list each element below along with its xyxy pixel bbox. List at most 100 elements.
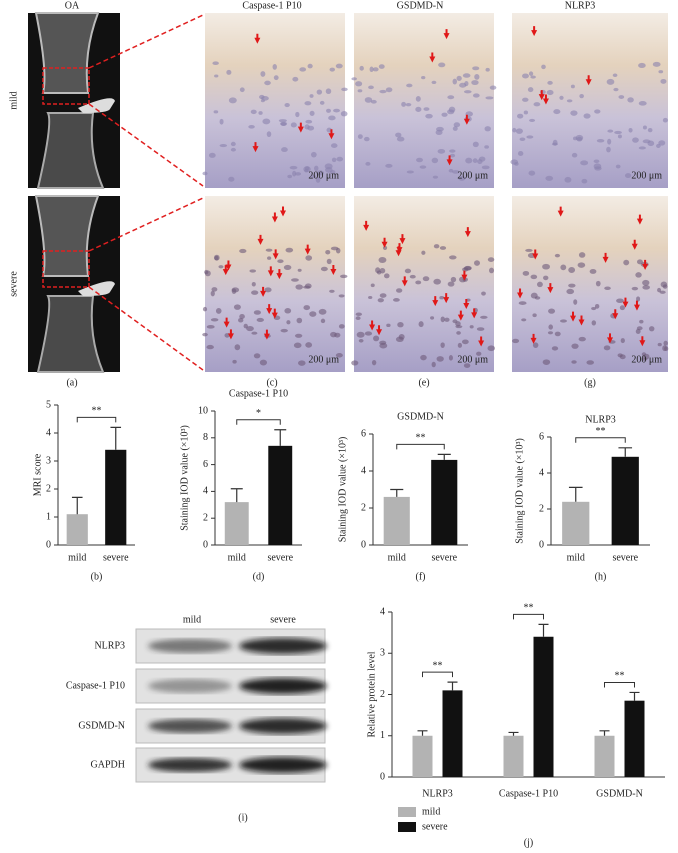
error-bar	[508, 731, 519, 736]
bar	[442, 690, 463, 777]
cell	[318, 308, 327, 315]
arrow	[399, 234, 406, 245]
cell	[284, 308, 292, 314]
cell	[211, 287, 218, 292]
cell	[572, 136, 578, 141]
cell	[369, 66, 374, 73]
scale-bar-label: 200 μm	[631, 354, 662, 365]
cell	[639, 319, 644, 324]
cell	[260, 99, 265, 103]
cell	[375, 267, 381, 274]
y-tick-label: 0	[539, 539, 544, 550]
y-tick-label: 0	[46, 539, 51, 550]
y-tick-label: 0	[380, 771, 385, 782]
cell	[559, 95, 564, 100]
scale-bar-label: 200 μm	[457, 170, 488, 181]
cell	[620, 338, 625, 344]
arrow	[464, 227, 471, 238]
bar	[268, 445, 293, 545]
bar	[611, 456, 639, 545]
cell	[239, 313, 245, 319]
cell	[583, 113, 591, 119]
cell	[591, 306, 597, 311]
cell	[330, 331, 337, 338]
band	[148, 639, 232, 653]
cell	[206, 344, 214, 350]
row-label: severe	[8, 271, 19, 297]
cell	[571, 360, 577, 364]
arrow	[463, 114, 470, 125]
y-tick-label: 4	[380, 606, 385, 617]
cell	[441, 112, 448, 117]
cell	[485, 67, 490, 72]
significance-label: *	[256, 408, 261, 419]
arrow	[443, 293, 450, 304]
cell	[481, 165, 490, 170]
cell	[253, 353, 261, 359]
cell	[292, 76, 299, 82]
arrow	[266, 304, 273, 315]
mri-fluid	[78, 98, 115, 113]
cell	[320, 266, 328, 272]
band	[148, 679, 232, 693]
cell	[256, 317, 264, 322]
significance-bracket	[513, 613, 544, 620]
cell	[379, 340, 387, 345]
arrow	[227, 329, 234, 340]
cell	[264, 287, 272, 293]
significance-label: **	[433, 660, 443, 671]
bar	[594, 735, 615, 777]
cell	[265, 248, 273, 252]
cell	[431, 80, 437, 85]
cell	[452, 170, 460, 174]
mri-bone	[36, 295, 105, 373]
cell	[437, 148, 446, 154]
cell	[528, 170, 536, 176]
cell	[307, 125, 315, 131]
bar	[562, 501, 590, 545]
arrow	[570, 311, 577, 322]
cell	[575, 134, 584, 141]
cell	[636, 326, 643, 331]
cell	[260, 71, 266, 77]
panel-label: (d)	[253, 571, 265, 582]
mri-bone	[36, 112, 105, 189]
cell	[364, 331, 373, 336]
legend-swatch	[398, 822, 416, 832]
cell	[461, 339, 469, 345]
y-tick-label: 2	[380, 689, 385, 700]
cell	[578, 336, 586, 342]
cell	[329, 289, 335, 293]
cell	[453, 122, 461, 128]
cell	[439, 246, 447, 250]
cell	[523, 110, 529, 115]
column-label: Caspase-1 P10	[242, 0, 301, 11]
cell	[571, 343, 579, 349]
cell	[435, 129, 443, 136]
band	[239, 638, 327, 654]
cell	[384, 273, 390, 279]
cell	[476, 351, 482, 356]
y-axis-label: Relative protein level	[366, 651, 377, 737]
cell	[419, 165, 427, 169]
cell	[570, 84, 575, 89]
cell	[530, 75, 536, 79]
cell	[253, 310, 262, 315]
column-label: NLRP3	[565, 0, 596, 11]
cell	[586, 360, 595, 365]
cell	[423, 107, 430, 111]
cell	[283, 264, 292, 271]
cell	[287, 174, 293, 179]
cell	[481, 291, 486, 296]
cell	[652, 61, 661, 67]
chart-title: GSDMD-N	[397, 411, 444, 422]
cell	[595, 280, 601, 287]
y-tick-label: 6	[203, 459, 208, 470]
arrow	[557, 206, 564, 217]
cell	[421, 76, 426, 80]
cell	[436, 356, 444, 362]
cell	[596, 138, 605, 143]
cell	[314, 165, 319, 172]
arrow	[429, 52, 436, 63]
